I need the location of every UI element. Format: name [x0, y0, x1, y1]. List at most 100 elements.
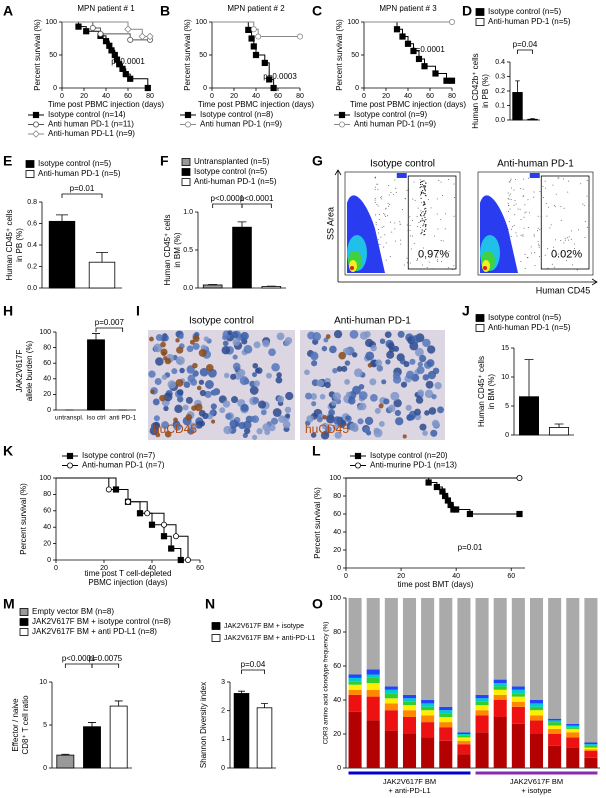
- cell: [185, 396, 193, 404]
- event-dot: [557, 177, 559, 179]
- bar: [56, 754, 75, 769]
- cell: [410, 335, 420, 344]
- significance-bracket: [241, 669, 265, 674]
- event-dot: [515, 203, 517, 205]
- legend-label: Isotype control (n=20): [370, 451, 448, 460]
- event-dot: [424, 225, 427, 228]
- event-dot: [422, 247, 424, 249]
- cell: [392, 372, 401, 380]
- event-dot: [527, 227, 529, 229]
- y-tick-label: 0.1: [495, 102, 505, 109]
- density: [349, 260, 357, 272]
- cell: [316, 379, 324, 387]
- p-value: p=0.007: [95, 318, 125, 327]
- legend-label: Isotype control (n=5): [38, 159, 111, 168]
- bar: [83, 726, 101, 769]
- bar-segment: [511, 723, 525, 768]
- cell: [255, 367, 263, 374]
- cell: [195, 421, 203, 429]
- cell: [173, 422, 182, 431]
- cell: [370, 344, 377, 352]
- cell: [320, 431, 330, 440]
- event-dot: [561, 252, 563, 254]
- cell: [242, 432, 248, 438]
- event-dot: [558, 253, 560, 255]
- legend-swatch: [19, 608, 29, 616]
- bar-segment: [584, 757, 598, 768]
- marker: [32, 111, 40, 119]
- event-dot: [406, 262, 408, 264]
- cell: [424, 389, 434, 399]
- y-tick-label: 5: [43, 722, 47, 729]
- stained-cell: [175, 378, 184, 387]
- event-dot: [381, 196, 383, 198]
- event-dot: [413, 242, 415, 244]
- stain-label: huCD45: [305, 422, 349, 436]
- bar: [109, 705, 128, 769]
- axis-arrow: [338, 278, 598, 286]
- bar-segment: [348, 598, 362, 675]
- event-dot: [584, 236, 586, 238]
- marker: [393, 26, 401, 33]
- legend-label: Anti-human PD-1 (n=5): [488, 17, 571, 26]
- event-dot: [425, 182, 427, 184]
- y-tick-label: 40: [333, 697, 341, 704]
- event-dot: [400, 239, 402, 241]
- event-dot: [586, 195, 588, 197]
- event-dot: [425, 207, 427, 209]
- event-dot: [522, 235, 524, 237]
- legend-label: Anti-human PD-1 (n=7): [82, 461, 165, 470]
- cell: [278, 415, 286, 423]
- event-dot: [383, 246, 385, 248]
- marker: [138, 32, 147, 41]
- bar: [519, 396, 540, 436]
- event-dot: [419, 214, 422, 216]
- cell: [381, 379, 387, 385]
- marker: [75, 23, 82, 30]
- event-dot: [375, 222, 377, 224]
- cell: [352, 385, 361, 395]
- marker: [136, 510, 144, 517]
- event-dot: [404, 198, 406, 200]
- event-dot: [517, 208, 519, 210]
- event-dot: [379, 244, 381, 246]
- cell: [268, 348, 276, 357]
- event-dot: [514, 214, 516, 216]
- event-dot: [409, 229, 411, 231]
- p-value: p<0.0001: [111, 57, 145, 66]
- bar-segment: [493, 694, 507, 700]
- stained-cell: [192, 335, 200, 343]
- marker: [354, 462, 361, 469]
- bar-segment: [493, 689, 507, 695]
- cell: [229, 419, 239, 429]
- event-dot: [507, 210, 509, 212]
- stained-cell: [367, 362, 373, 368]
- bar-segment: [366, 720, 380, 768]
- event-dot: [542, 185, 544, 187]
- cell: [386, 350, 395, 359]
- bar-segment: [366, 683, 380, 690]
- event-dot: [510, 236, 512, 238]
- event-dot: [570, 238, 572, 240]
- event-dot: [567, 180, 569, 182]
- cell: [282, 420, 291, 429]
- legend-swatch: [181, 158, 191, 166]
- event-dot: [422, 186, 424, 188]
- event-dot: [421, 190, 424, 192]
- event-dot: [563, 207, 565, 209]
- event-dot: [422, 225, 424, 227]
- cell: [344, 360, 351, 366]
- stained-cell: [196, 385, 202, 391]
- bar-segment: [511, 693, 525, 697]
- bar-segment: [475, 715, 489, 733]
- cell: [306, 415, 314, 423]
- y-axis-label: Human CD45⁺ cells: [477, 356, 486, 427]
- y-tick-label: 10: [39, 679, 47, 686]
- event-dot: [524, 212, 526, 214]
- legend-label: Anti human PD-1 (n=11): [48, 120, 134, 129]
- cell: [358, 383, 365, 390]
- error-bar: [88, 722, 96, 727]
- p-value: p<0.0001: [211, 194, 245, 203]
- x-axis-label: Human CD45: [536, 285, 591, 295]
